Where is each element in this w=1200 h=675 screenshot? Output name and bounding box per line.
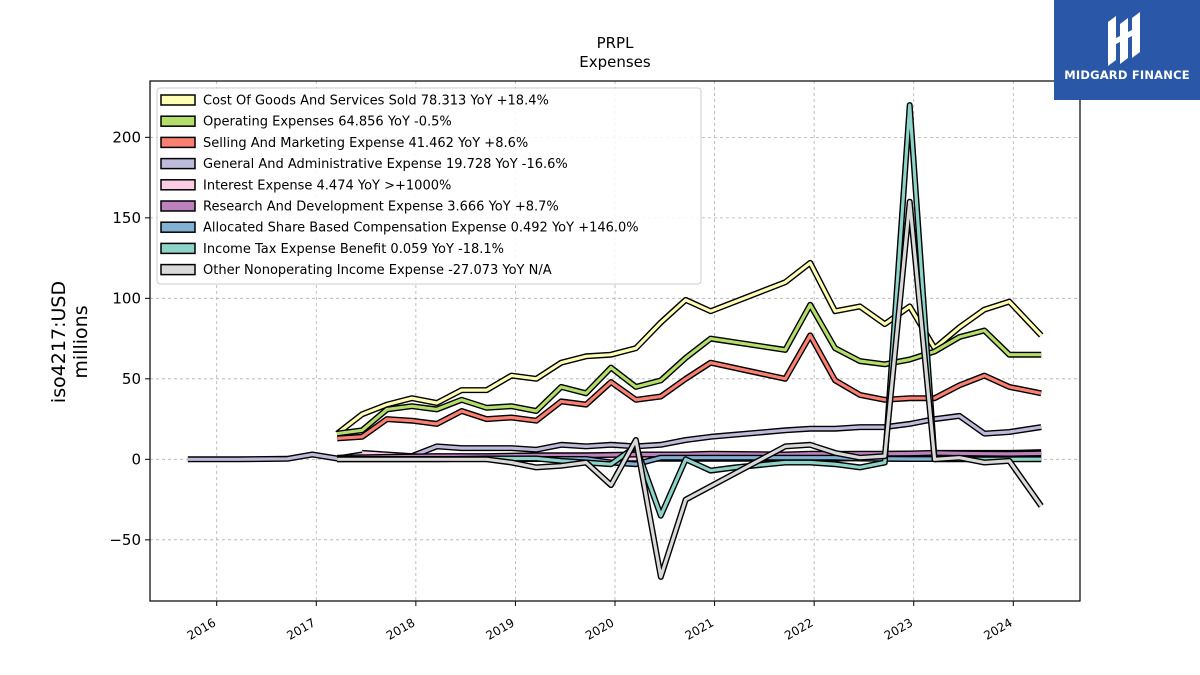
legend-entry: Allocated Share Based Compensation Expen… (160, 221, 639, 236)
chart-title: PRPL (597, 34, 635, 52)
logo-mark-icon (1108, 12, 1140, 66)
legend-label: Operating Expenses 64.856 YoY -0.5% (203, 115, 452, 130)
legend-entry: General And Administrative Expense 19.72… (160, 157, 568, 172)
legend-entry: Operating Expenses 64.856 YoY -0.5% (160, 115, 452, 130)
series-2 (336, 301, 1042, 437)
legend-entry: Cost Of Goods And Services Sold 78.313 Y… (160, 94, 549, 109)
legend-swatch (160, 263, 196, 276)
legend-swatch (160, 242, 196, 255)
legend-label: Income Tax Expense Benefit 0.059 YoY -18… (203, 242, 504, 257)
x-tick-label: 2017 (284, 615, 317, 642)
legend-entry: Other Nonoperating Income Expense -27.07… (160, 263, 552, 278)
legend-entry: Research And Development Expense 3.666 Y… (160, 200, 559, 215)
y-axis-label: iso4217:USD (48, 281, 70, 403)
legend-box (156, 87, 702, 285)
legend-label: Selling And Marketing Expense 41.462 YoY… (203, 136, 528, 151)
legend-swatch (160, 94, 196, 106)
series-9 (337, 198, 1044, 580)
x-tick-label: 2018 (384, 615, 417, 642)
series-line (337, 200, 1043, 579)
x-tick-label: 2021 (683, 615, 716, 642)
legend-entry: Income Tax Expense Benefit 0.059 YoY -18… (160, 242, 504, 257)
x-tick-label: 2016 (185, 615, 218, 642)
chart-subtitle: Expenses (579, 53, 651, 71)
y-tick-label: 150 (112, 209, 141, 227)
logo-text: MIDGARD FINANCE (1064, 68, 1190, 82)
x-tick-label: 2024 (981, 615, 1014, 642)
series-line (336, 303, 1042, 436)
legend-label: Allocated Share Based Compensation Expen… (203, 221, 639, 236)
legend-swatch (160, 136, 196, 149)
legend-label: Cost Of Goods And Services Sold 78.313 Y… (203, 94, 549, 109)
x-ticks: 2016 2017 2018 2019 2020 2021 2022 2023 2024 (185, 601, 1015, 643)
y-tick-label: 0 (131, 450, 141, 468)
y-axis-label-units: millions (70, 305, 92, 378)
y-tick-label: 100 (112, 289, 141, 307)
x-tick-label: 2023 (882, 615, 915, 642)
series-line-outline (336, 301, 1042, 437)
legend-label: Interest Expense 4.474 YoY >+1000% (203, 178, 451, 193)
legend-swatch (160, 157, 196, 170)
x-tick-label: 2022 (782, 615, 815, 642)
legend-swatch (160, 179, 196, 191)
legend: Cost Of Goods And Services Sold 78.313 Y… (156, 87, 702, 285)
y-tick-label: 50 (122, 370, 141, 388)
y-tick-label: 200 (112, 128, 141, 146)
legend-swatch (160, 221, 196, 233)
legend-swatch (160, 115, 196, 127)
brand-logo: MIDGARD FINANCE (1054, 0, 1200, 100)
y-ticks: −50 0 50 100 150 200 (109, 128, 150, 549)
legend-label: Research And Development Expense 3.666 Y… (203, 200, 559, 215)
legend-label: Other Nonoperating Income Expense -27.07… (203, 263, 552, 278)
y-tick-label: −50 (109, 531, 141, 549)
x-tick-label: 2019 (483, 615, 516, 642)
legend-entry: Interest Expense 4.474 YoY >+1000% (160, 178, 451, 193)
legend-swatch (160, 200, 196, 212)
legend-label: General And Administrative Expense 19.72… (203, 157, 568, 172)
legend-entry: Selling And Marketing Expense 41.462 YoY… (160, 136, 528, 151)
series-layer (187, 102, 1044, 580)
x-tick-label: 2020 (583, 615, 616, 642)
